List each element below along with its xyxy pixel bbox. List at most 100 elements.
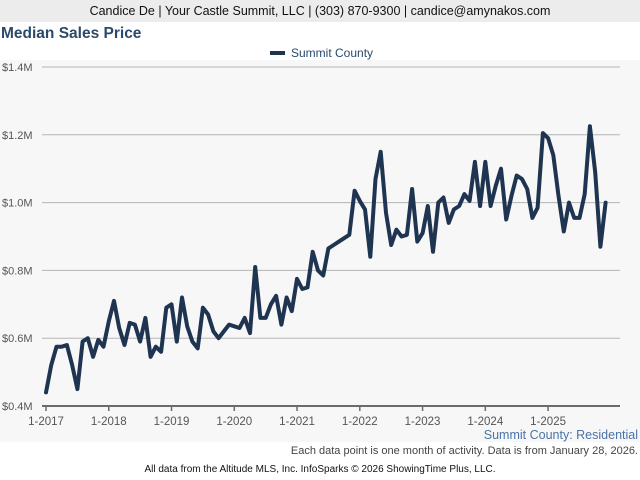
data-point[interactable] xyxy=(420,231,425,236)
data-point[interactable] xyxy=(232,324,237,329)
data-point[interactable] xyxy=(561,229,566,234)
data-point[interactable] xyxy=(446,220,451,225)
data-point[interactable] xyxy=(556,193,561,198)
data-point[interactable] xyxy=(336,239,341,244)
data-point[interactable] xyxy=(373,176,378,181)
data-point[interactable] xyxy=(263,315,268,320)
data-point[interactable] xyxy=(593,170,598,175)
data-point[interactable] xyxy=(310,249,315,254)
data-point[interactable] xyxy=(195,346,200,351)
data-point[interactable] xyxy=(567,200,572,205)
data-point[interactable] xyxy=(582,192,587,197)
data-point[interactable] xyxy=(368,254,373,259)
data-point[interactable] xyxy=(399,234,404,239)
data-point[interactable] xyxy=(587,124,592,129)
data-point[interactable] xyxy=(478,203,483,208)
data-point[interactable] xyxy=(357,198,362,203)
data-point[interactable] xyxy=(227,322,232,327)
data-point[interactable] xyxy=(143,315,148,320)
data-point[interactable] xyxy=(483,159,488,164)
data-point[interactable] xyxy=(551,153,556,158)
legend[interactable]: Summit County xyxy=(270,46,373,60)
data-point[interactable] xyxy=(540,131,545,136)
data-point[interactable] xyxy=(258,315,263,320)
data-point[interactable] xyxy=(535,205,540,210)
data-point[interactable] xyxy=(514,173,519,178)
data-point[interactable] xyxy=(117,326,122,331)
data-point[interactable] xyxy=(44,390,49,395)
data-point[interactable] xyxy=(378,149,383,154)
data-point[interactable] xyxy=(59,344,64,349)
data-point[interactable] xyxy=(211,329,216,334)
data-point[interactable] xyxy=(394,227,399,232)
data-point[interactable] xyxy=(279,322,284,327)
data-point[interactable] xyxy=(572,215,577,220)
data-point[interactable] xyxy=(91,354,96,359)
data-point[interactable] xyxy=(164,305,169,310)
data-point[interactable] xyxy=(519,176,524,181)
data-point[interactable] xyxy=(253,265,258,270)
data-point[interactable] xyxy=(404,232,409,237)
data-point[interactable] xyxy=(383,210,388,215)
data-point[interactable] xyxy=(138,339,143,344)
data-point[interactable] xyxy=(525,187,530,192)
data-point[interactable] xyxy=(441,195,446,200)
data-point[interactable] xyxy=(530,215,535,220)
data-point[interactable] xyxy=(148,354,153,359)
data-point[interactable] xyxy=(509,193,514,198)
data-point[interactable] xyxy=(410,187,415,192)
data-point[interactable] xyxy=(106,319,111,324)
data-point[interactable] xyxy=(598,244,603,249)
data-point[interactable] xyxy=(96,337,101,342)
data-point[interactable] xyxy=(200,305,205,310)
data-point[interactable] xyxy=(206,312,211,317)
data-point[interactable] xyxy=(122,342,127,347)
data-point[interactable] xyxy=(321,273,326,278)
data-point[interactable] xyxy=(101,344,106,349)
data-point[interactable] xyxy=(169,302,174,307)
data-point[interactable] xyxy=(451,207,456,212)
data-point[interactable] xyxy=(425,203,430,208)
data-point[interactable] xyxy=(75,387,80,392)
data-point[interactable] xyxy=(70,363,75,368)
data-point[interactable] xyxy=(237,326,242,331)
data-point[interactable] xyxy=(415,239,420,244)
data-point[interactable] xyxy=(132,322,137,327)
data-point[interactable] xyxy=(179,295,184,300)
data-point[interactable] xyxy=(467,198,472,203)
data-point[interactable] xyxy=(488,203,493,208)
data-point[interactable] xyxy=(347,232,352,237)
data-point[interactable] xyxy=(289,309,294,314)
data-point[interactable] xyxy=(190,339,195,344)
data-point[interactable] xyxy=(462,192,467,197)
data-point[interactable] xyxy=(342,236,347,241)
data-point[interactable] xyxy=(431,249,436,254)
data-point[interactable] xyxy=(216,336,221,341)
data-point[interactable] xyxy=(546,136,551,141)
data-point[interactable] xyxy=(457,203,462,208)
data-point[interactable] xyxy=(300,287,305,292)
data-point[interactable] xyxy=(242,315,247,320)
data-point[interactable] xyxy=(331,242,336,247)
data-point[interactable] xyxy=(153,344,158,349)
data-point[interactable] xyxy=(85,336,90,341)
data-point[interactable] xyxy=(326,246,331,251)
data-point[interactable] xyxy=(295,276,300,281)
data-point[interactable] xyxy=(274,293,279,298)
data-point[interactable] xyxy=(436,200,441,205)
data-point[interactable] xyxy=(352,188,357,193)
data-point[interactable] xyxy=(389,242,394,247)
data-point[interactable] xyxy=(221,329,226,334)
data-point[interactable] xyxy=(80,339,85,344)
data-point[interactable] xyxy=(174,339,179,344)
data-point[interactable] xyxy=(603,200,608,205)
data-point[interactable] xyxy=(577,215,582,220)
data-point[interactable] xyxy=(499,166,504,171)
data-point[interactable] xyxy=(159,349,164,354)
data-point[interactable] xyxy=(127,320,132,325)
data-point[interactable] xyxy=(363,207,368,212)
data-point[interactable] xyxy=(111,298,116,303)
data-point[interactable] xyxy=(284,295,289,300)
data-point[interactable] xyxy=(64,342,69,347)
data-point[interactable] xyxy=(185,324,190,329)
